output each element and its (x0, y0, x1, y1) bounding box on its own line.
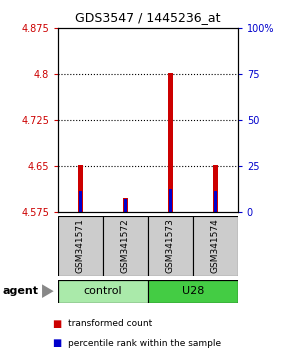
Bar (124, 199, 127, 212)
Bar (168, 189, 172, 212)
Bar (79, 191, 82, 212)
Title: GDS3547 / 1445236_at: GDS3547 / 1445236_at (75, 11, 221, 24)
Bar (58, 216, 103, 276)
Bar (168, 73, 173, 212)
Bar (213, 165, 218, 212)
Bar (103, 216, 148, 276)
Text: GSM341573: GSM341573 (166, 218, 175, 274)
Bar (148, 280, 238, 303)
Text: ■: ■ (52, 338, 61, 348)
Bar (123, 198, 128, 212)
Text: GSM341574: GSM341574 (211, 219, 220, 273)
Text: transformed count: transformed count (68, 319, 153, 329)
Bar (78, 165, 83, 212)
Text: percentile rank within the sample: percentile rank within the sample (68, 339, 221, 348)
Text: GSM341571: GSM341571 (76, 218, 85, 274)
Text: GSM341572: GSM341572 (121, 219, 130, 273)
Text: agent: agent (3, 286, 39, 296)
Text: ■: ■ (52, 319, 61, 329)
Bar (148, 216, 193, 276)
Polygon shape (42, 284, 54, 298)
Bar (193, 216, 238, 276)
Text: control: control (84, 286, 122, 296)
Bar (213, 191, 217, 212)
Bar (58, 280, 148, 303)
Text: U28: U28 (182, 286, 204, 296)
